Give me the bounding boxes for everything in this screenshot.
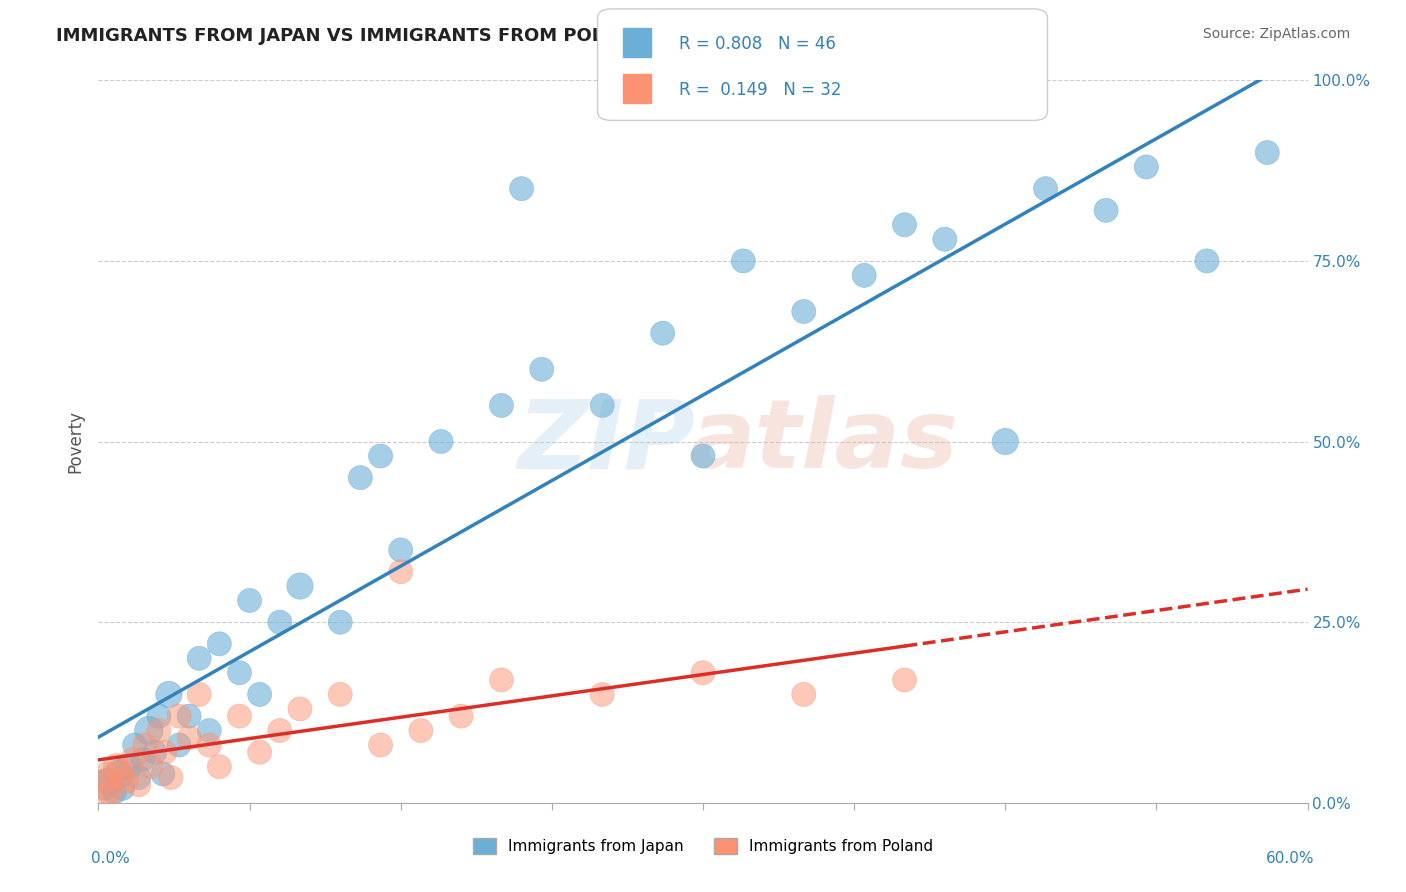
- Point: [132, 752, 155, 766]
- Point: [198, 738, 221, 752]
- Point: [228, 709, 250, 723]
- Point: [1095, 203, 1118, 218]
- Text: Source: ZipAtlas.com: Source: ZipAtlas.com: [1202, 27, 1350, 41]
- Point: [329, 615, 352, 630]
- Point: [157, 687, 180, 701]
- Point: [124, 738, 146, 752]
- Point: [1135, 160, 1157, 174]
- Point: [692, 665, 714, 680]
- Point: [208, 760, 231, 774]
- Point: [450, 709, 472, 723]
- Point: [491, 673, 513, 687]
- Text: ZIP: ZIP: [517, 395, 695, 488]
- Point: [994, 434, 1017, 449]
- Legend: Immigrants from Japan, Immigrants from Poland: Immigrants from Japan, Immigrants from P…: [467, 832, 939, 860]
- Point: [793, 687, 815, 701]
- Point: [208, 637, 231, 651]
- Text: 60.0%: 60.0%: [1267, 851, 1315, 865]
- Text: 0.0%: 0.0%: [91, 851, 131, 865]
- Point: [105, 760, 128, 774]
- Point: [893, 673, 915, 687]
- Point: [591, 398, 613, 412]
- Text: R =  0.149   N = 32: R = 0.149 N = 32: [679, 81, 842, 99]
- Point: [370, 449, 392, 463]
- Point: [167, 738, 190, 752]
- Point: [288, 702, 311, 716]
- Point: [530, 362, 553, 376]
- Point: [591, 687, 613, 701]
- Point: [198, 723, 221, 738]
- Point: [110, 767, 132, 781]
- Point: [138, 723, 160, 738]
- Point: [93, 778, 115, 792]
- Point: [510, 182, 533, 196]
- Point: [160, 771, 183, 785]
- Point: [97, 774, 120, 789]
- Point: [143, 745, 166, 759]
- Point: [188, 651, 211, 665]
- Point: [389, 565, 412, 579]
- Point: [1195, 253, 1218, 268]
- Point: [651, 326, 673, 341]
- Point: [389, 542, 412, 557]
- Point: [153, 745, 176, 759]
- Point: [148, 709, 170, 723]
- Text: IMMIGRANTS FROM JAPAN VS IMMIGRANTS FROM POLAND POVERTY CORRELATION CHART: IMMIGRANTS FROM JAPAN VS IMMIGRANTS FROM…: [56, 27, 967, 45]
- Point: [228, 665, 250, 680]
- Point: [793, 304, 815, 318]
- Point: [934, 232, 956, 246]
- Point: [91, 781, 114, 796]
- Point: [111, 781, 134, 796]
- Point: [100, 785, 122, 799]
- Point: [349, 471, 371, 485]
- Point: [103, 785, 125, 799]
- Point: [96, 771, 118, 785]
- Point: [167, 709, 190, 723]
- Point: [249, 687, 271, 701]
- Point: [139, 760, 162, 774]
- Point: [152, 767, 174, 781]
- Point: [188, 687, 211, 701]
- Point: [370, 738, 392, 752]
- Point: [269, 723, 291, 738]
- Point: [409, 723, 432, 738]
- Point: [733, 253, 755, 268]
- Point: [249, 745, 271, 759]
- Point: [1035, 182, 1057, 196]
- Text: atlas: atlas: [689, 395, 959, 488]
- Point: [893, 218, 915, 232]
- Point: [1256, 145, 1278, 160]
- Point: [853, 268, 876, 283]
- Point: [115, 774, 138, 789]
- Point: [134, 738, 156, 752]
- Point: [288, 579, 311, 593]
- Point: [128, 771, 150, 785]
- Point: [107, 767, 129, 781]
- Point: [692, 449, 714, 463]
- Point: [179, 731, 201, 745]
- Point: [118, 760, 141, 774]
- Text: R = 0.808   N = 46: R = 0.808 N = 46: [679, 35, 837, 53]
- Point: [329, 687, 352, 701]
- Point: [269, 615, 291, 630]
- Point: [121, 752, 143, 766]
- Point: [239, 593, 262, 607]
- Point: [430, 434, 453, 449]
- Point: [128, 778, 150, 792]
- Point: [148, 723, 170, 738]
- Point: [179, 709, 201, 723]
- Point: [491, 398, 513, 412]
- Y-axis label: Poverty: Poverty: [66, 410, 84, 473]
